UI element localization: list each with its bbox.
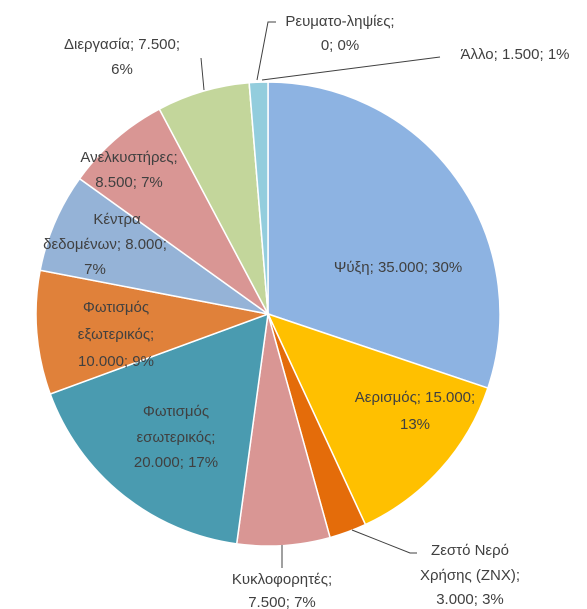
data-label: Κέντρα — [93, 211, 141, 228]
data-label: εσωτερικός; — [137, 429, 216, 446]
leader-line — [256, 21, 276, 81]
data-label: Ανελκυστήρες; — [80, 149, 177, 166]
data-label: δεδομένων; 8.000; — [43, 236, 167, 253]
slice — [49, 312, 269, 545]
leader-line — [261, 56, 441, 81]
data-label: Ρευματο-ληψίες; — [285, 13, 394, 30]
slice — [266, 312, 489, 526]
data-label: εξωτερικός; — [78, 326, 154, 343]
leader-lines — [200, 21, 441, 568]
data-label: 10.000; 9% — [78, 353, 154, 370]
data-label: Αερισμός; 15.000; — [355, 389, 475, 406]
data-label: Άλλο; 1.500; 1% — [460, 46, 569, 63]
data-label: 6% — [111, 61, 133, 78]
labels: Ψύξη; 35.000; 30% Αερισμός; 15.000; 13% Ζεσ… — [43, 13, 569, 609]
data-label: 3.000; 3% — [436, 591, 504, 608]
data-label: Ζεστό Νερό — [431, 542, 509, 559]
data-label: Ψύξη; 35.000; 30% — [334, 259, 462, 276]
data-label: Κυκλοφορητές; — [232, 571, 332, 588]
data-label: 20.000; 17% — [134, 454, 218, 471]
slice — [267, 81, 501, 390]
data-label: 13% — [400, 416, 430, 433]
leader-line — [351, 529, 417, 554]
data-label: 7.500; 7% — [248, 594, 316, 609]
data-label: Χρήσης (ΖΝΧ); — [420, 567, 520, 584]
pie — [35, 81, 501, 547]
data-label: 8.500; 7% — [95, 174, 163, 191]
data-label: Διεργασία; 7.500; — [64, 36, 180, 53]
data-label: Φωτισμός — [143, 403, 209, 420]
slice — [35, 269, 271, 395]
slice — [248, 81, 269, 315]
data-label: Φωτισμός — [83, 299, 149, 316]
data-label: 0; 0% — [321, 37, 359, 54]
slice — [78, 108, 269, 315]
data-label: 7% — [84, 261, 106, 278]
leader-line — [200, 57, 205, 91]
